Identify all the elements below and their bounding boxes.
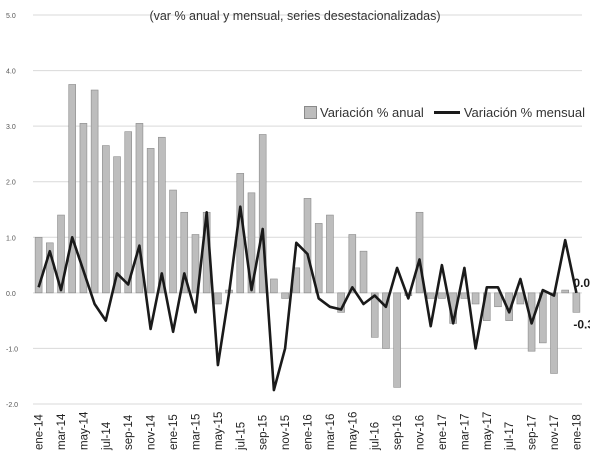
x-tick-label: jul-17 [504,422,516,451]
y-tick-label: 4.0 [6,69,16,76]
bar-ene-14 [34,236,43,294]
data-label: 0.0 [573,276,590,290]
bar-jul-16 [370,292,379,338]
bar-oct-14 [135,123,144,294]
bar-ene-16 [303,198,312,294]
x-axis-tick-labels: ene-14 mar-14 may-14 jul-14 sep-14 nov-14 ene-… [34,411,584,451]
bar-nov-15 [281,292,289,299]
bar-sep-15 [258,134,267,294]
y-tick-label: 3.0 [6,124,16,131]
bar-dic-16 [426,292,435,299]
x-tick-label: may-14 [78,411,90,450]
y-tick-label: 1.0 [6,235,16,242]
bar-sep-14 [124,131,133,294]
x-tick-label: ene-15 [168,414,180,450]
bar-jun-16 [359,250,368,294]
x-tick-label: nov-17 [549,415,561,450]
legend-line-swatch [433,111,460,114]
x-tick-label: ene-17 [437,414,449,450]
bar-nov-16 [415,211,424,294]
x-tick-label: may-15 [213,412,225,450]
bar-nov-17 [550,292,558,374]
x-tick-label: ene-18 [571,414,583,450]
y-tick-label: -1.0 [6,346,18,353]
y-tick-label: 0.0 [6,291,16,298]
bar-may-14 [79,123,88,294]
bar-ene-18 [572,292,581,313]
bar-jun-17 [494,292,502,308]
bar-may-16 [348,234,357,294]
legend-label-monthly: Variación % mensual [463,105,585,120]
line-monthly [37,205,578,392]
y-axis-tick-labels: 5.0 4.0 3.0 2.0 1.0 0.0 -1.0 -2.0 [6,13,18,409]
x-tick-label: ene-16 [303,414,315,450]
legend-label-annual: Variación % anual [320,105,424,120]
x-tick-label: nov-15 [280,415,292,450]
legend-item-monthly: Variación % mensual [433,105,585,120]
x-tick-label: jul-15 [235,422,247,451]
bar-feb-16 [314,223,323,294]
bar-abr-17 [471,292,480,305]
x-tick-label: mar-16 [325,414,337,450]
x-tick-label: sep-16 [392,415,404,450]
x-tick-label: mar-17 [459,414,471,450]
line-series-layer [37,205,578,392]
bar-feb-15 [180,211,189,294]
x-tick-label: mar-14 [56,413,68,450]
x-tick-label: jul-14 [101,421,113,451]
data-label: -0.3 [573,317,590,331]
bar-ene-15 [169,189,177,294]
legend-bar-swatch [304,106,317,119]
y-tick-label: -2.0 [6,402,18,409]
bar-nov-14 [146,148,155,294]
x-tick-label: jul-16 [370,422,382,451]
bar-ago-14 [113,156,121,294]
bar-oct-15 [270,278,278,294]
chart-subtitle: (var % anual y mensual, series desestaci… [149,9,441,23]
bar-ago-15 [247,192,256,294]
bar-may-15 [214,292,222,305]
bar-jul-14 [102,145,110,294]
x-tick-label: ene-14 [34,414,46,450]
chart-legend: Variación % anual Variación % mensual [304,105,590,120]
x-tick-label: nov-16 [415,415,427,450]
legend-item-annual: Variación % anual [304,105,424,120]
bar-ago-16 [382,292,390,349]
bar-mar-16 [326,214,334,294]
bar-dic-14 [158,136,166,294]
x-tick-label: sep-17 [527,415,539,450]
bar-sep-16 [393,292,401,388]
x-tick-label: mar-15 [190,414,202,450]
data-annotations: 0.0 -0.3 [573,276,590,331]
y-tick-label: 2.0 [6,180,16,187]
bar-abr-14 [68,84,76,294]
x-tick-label: may-16 [347,412,359,450]
bar-ago-17 [516,292,525,305]
bar-mar-15 [191,234,200,294]
bar-dic-17 [561,289,569,294]
x-tick-label: sep-14 [123,414,135,450]
bar-mar-14 [57,214,65,294]
x-tick-label: nov-14 [146,414,158,450]
x-tick-label: may-17 [482,412,494,450]
bar-ene-17 [438,292,446,299]
y-tick-label: 5.0 [6,13,16,20]
bar-series [34,84,581,388]
bar-jun-14 [90,89,99,294]
x-tick-label: sep-15 [258,415,270,450]
